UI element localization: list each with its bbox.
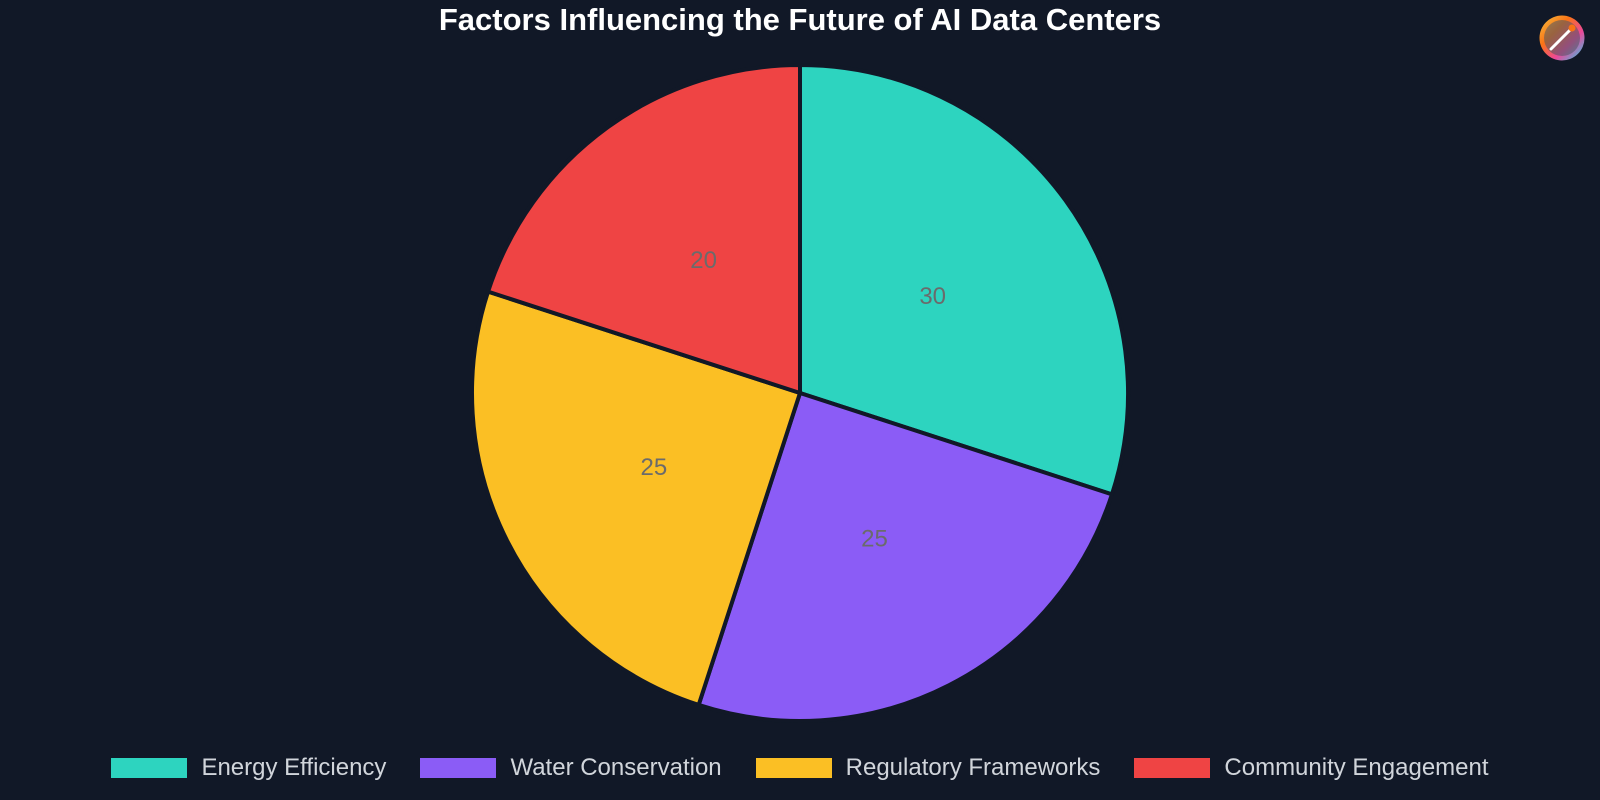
legend-swatch <box>755 758 832 778</box>
legend-label: Water Conservation <box>510 754 722 781</box>
pie-data-labels: 30 25 25 20 <box>641 247 947 553</box>
legend-swatch <box>1134 758 1211 778</box>
legend-label: Regulatory Frameworks <box>845 754 1101 781</box>
pie-slice-regulatory-frameworks[interactable] <box>469 289 802 707</box>
palette-logo-icon <box>1539 15 1585 61</box>
pie-data-label: 30 <box>919 283 946 310</box>
legend-item[interactable]: Community Engagement <box>1134 754 1489 782</box>
legend-label: Energy Efficiency <box>201 754 387 781</box>
legend-item[interactable]: Water Conservation <box>420 754 722 782</box>
pie-slice-water-conservation[interactable] <box>696 391 1114 724</box>
legend-item[interactable]: Energy Efficiency <box>111 754 386 782</box>
pie-data-label: 25 <box>641 454 668 481</box>
pie-slice-community-engagement[interactable] <box>486 63 802 395</box>
chart-title: Factors Influencing the Future of AI Dat… <box>438 2 1162 37</box>
legend-item[interactable]: Regulatory Frameworks <box>755 754 1101 782</box>
legend-label: Community Engagement <box>1224 754 1489 781</box>
legend-swatch <box>111 758 188 778</box>
legend-swatch <box>420 758 497 778</box>
legend: Energy Efficiency Water Conservation Regul… <box>0 748 1600 788</box>
pie-data-label: 25 <box>861 526 888 553</box>
pie-data-label: 20 <box>690 247 717 274</box>
pie-slice-energy-efficiency[interactable] <box>798 63 1130 497</box>
pie-slices <box>469 63 1130 724</box>
